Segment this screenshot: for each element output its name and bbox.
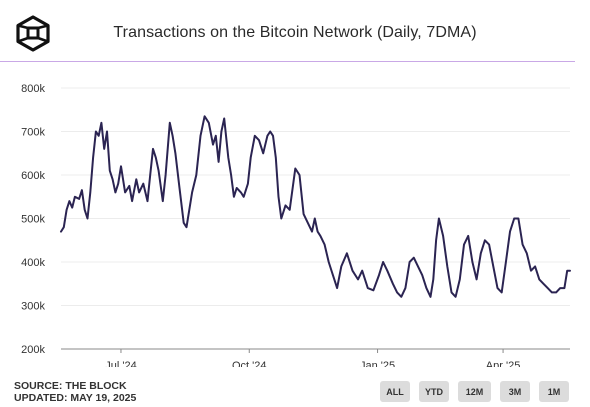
- y-tick-label: 500k: [21, 214, 45, 226]
- y-tick-label: 700k: [21, 127, 45, 139]
- y-tick-label: 600k: [21, 170, 45, 182]
- x-tick-label: Apr '25: [486, 360, 521, 367]
- title-divider: [0, 61, 575, 62]
- range-all-button[interactable]: ALL: [380, 381, 410, 402]
- y-tick-label: 200k: [21, 344, 45, 356]
- y-tick-label: 400k: [21, 257, 45, 269]
- y-tick-label: 300k: [21, 301, 45, 313]
- footer: SOURCE: THE BLOCK UPDATED: MAY 19, 2025: [14, 380, 136, 404]
- x-tick-label: Jul '24: [105, 360, 136, 367]
- range-selector: ALL YTD 12M 3M 1M: [380, 381, 569, 402]
- source-text: SOURCE: THE BLOCK: [14, 380, 127, 392]
- range-ytd-button[interactable]: YTD: [419, 381, 449, 402]
- y-tick-label: 800k: [21, 83, 45, 95]
- x-tick-label: Jan '25: [360, 360, 395, 367]
- range-1m-button[interactable]: 1M: [539, 381, 569, 402]
- x-tick-label: Oct '24: [232, 360, 267, 367]
- range-3m-button[interactable]: 3M: [500, 381, 530, 402]
- updated-text: UPDATED: MAY 19, 2025: [14, 392, 137, 404]
- range-12m-button[interactable]: 12M: [458, 381, 491, 402]
- line-chart: 200k 300k 400k 500k 600k 700k 800k Jul '24 Oct '…: [21, 83, 571, 367]
- series-line: [60, 115, 571, 298]
- chart-title: Transactions on the Bitcoin Network (Dai…: [113, 24, 477, 41]
- the-block-logo-icon: [16, 15, 50, 52]
